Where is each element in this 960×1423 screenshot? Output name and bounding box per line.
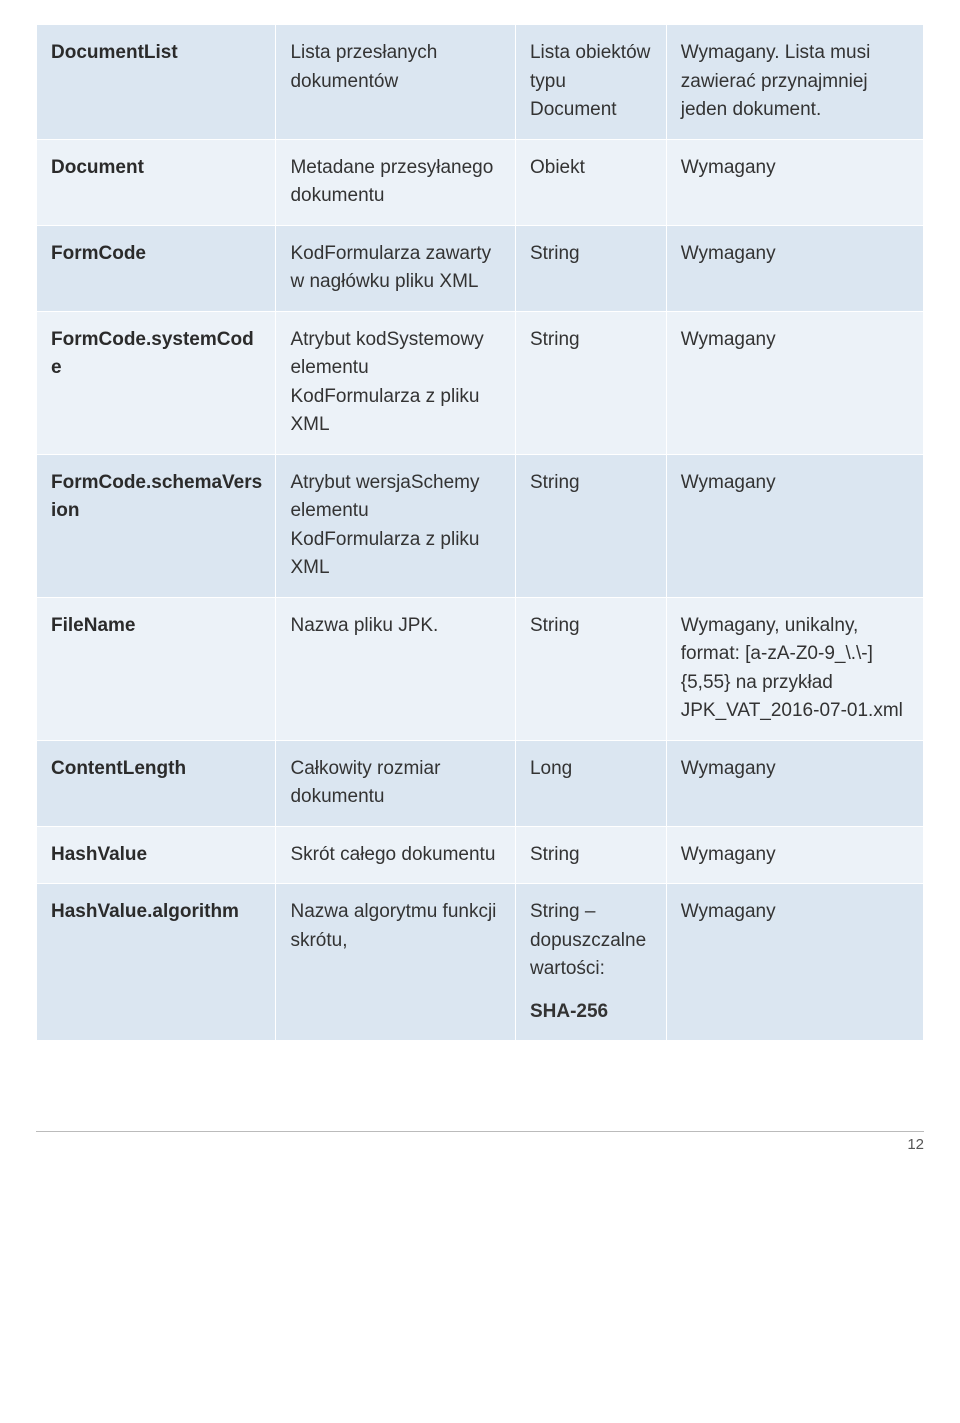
field-req: Wymagany: [666, 225, 923, 311]
field-name: DocumentList: [37, 25, 276, 140]
field-req: Wymagany. Lista musi zawierać przynajmni…: [666, 25, 923, 140]
field-desc: Lista przesłanych dokumentów: [276, 25, 515, 140]
field-type-strong: SHA-256: [530, 1001, 608, 1022]
table-row: FormCode.schemaVersion Atrybut wersjaSch…: [37, 454, 924, 597]
field-type: Obiekt: [515, 139, 666, 225]
field-type: String – dopuszczalne wartości: SHA-256: [515, 884, 666, 1041]
field-desc: Atrybut kodSystemowy elementu KodFormula…: [276, 311, 515, 454]
field-type-prefix: String – dopuszczalne wartości:: [530, 901, 646, 979]
table-row: HashValue Skrót całego dokumentu String …: [37, 826, 924, 884]
field-name: FormCode.schemaVersion: [37, 454, 276, 597]
field-req: Wymagany: [666, 826, 923, 884]
field-req: Wymagany: [666, 740, 923, 826]
page-number: 12: [907, 1136, 924, 1153]
table-row: ContentLength Całkowity rozmiar dokument…: [37, 740, 924, 826]
field-desc: Metadane przesyłanego dokumentu: [276, 139, 515, 225]
field-type: String: [515, 826, 666, 884]
field-type: String: [515, 225, 666, 311]
table-row: Document Metadane przesyłanego dokumentu…: [37, 139, 924, 225]
field-desc: Całkowity rozmiar dokumentu: [276, 740, 515, 826]
field-req: Wymagany: [666, 311, 923, 454]
field-name: FormCode: [37, 225, 276, 311]
field-type: String: [515, 597, 666, 740]
field-name: HashValue.algorithm: [37, 884, 276, 1041]
field-desc: Nazwa pliku JPK.: [276, 597, 515, 740]
field-desc: KodFormularza zawarty w nagłówku pliku X…: [276, 225, 515, 311]
field-name: HashValue: [37, 826, 276, 884]
field-req: Wymagany: [666, 884, 923, 1041]
field-name: FileName: [37, 597, 276, 740]
field-type: Long: [515, 740, 666, 826]
field-req: Wymagany: [666, 139, 923, 225]
table-row: FileName Nazwa pliku JPK. String Wymagan…: [37, 597, 924, 740]
field-name: Document: [37, 139, 276, 225]
field-desc: Atrybut wersjaSchemy elementu KodFormula…: [276, 454, 515, 597]
field-req: Wymagany, unikalny, format: [a-zA-Z0-9_\…: [666, 597, 923, 740]
field-req: Wymagany: [666, 454, 923, 597]
table-row: FormCode KodFormularza zawarty w nagłówk…: [37, 225, 924, 311]
spec-table: DocumentList Lista przesłanych dokumentó…: [36, 24, 924, 1041]
table-row: FormCode.systemCode Atrybut kodSystemowy…: [37, 311, 924, 454]
field-type: String: [515, 454, 666, 597]
field-name: FormCode.systemCode: [37, 311, 276, 454]
table-row: DocumentList Lista przesłanych dokumentó…: [37, 25, 924, 140]
table-row: HashValue.algorithm Nazwa algorytmu funk…: [37, 884, 924, 1041]
page-footer: 12: [36, 1131, 924, 1153]
field-name: ContentLength: [37, 740, 276, 826]
field-type: Lista obiektów typu Document: [515, 25, 666, 140]
field-desc: Skrót całego dokumentu: [276, 826, 515, 884]
field-type: String: [515, 311, 666, 454]
field-desc: Nazwa algorytmu funkcji skrótu,: [276, 884, 515, 1041]
